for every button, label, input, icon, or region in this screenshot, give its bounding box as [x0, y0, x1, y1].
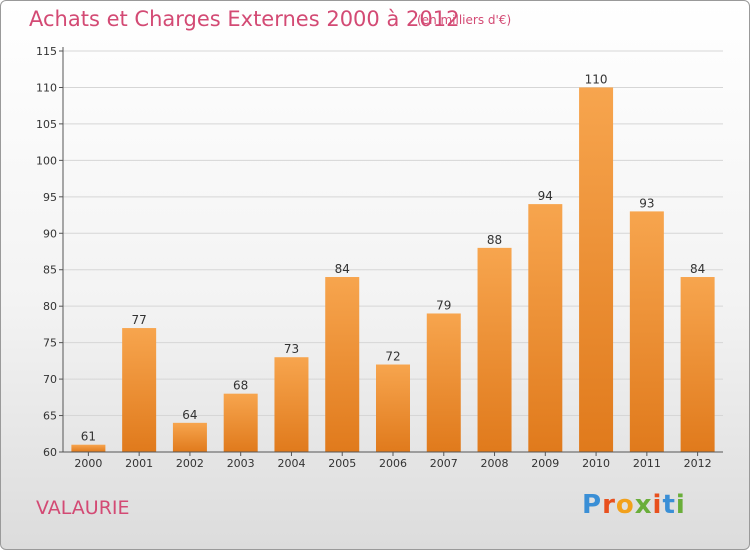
bar	[528, 204, 563, 452]
y-tick-label: 85	[43, 264, 57, 277]
bar	[274, 357, 309, 452]
bar	[579, 87, 614, 453]
bar	[426, 313, 461, 452]
bar-value-label: 68	[233, 379, 248, 393]
logo-letter: r	[602, 490, 616, 520]
bar	[376, 364, 410, 452]
chart-unit: (en milliers d'€)	[417, 13, 512, 27]
y-tick-label: 70	[43, 373, 57, 386]
bar-value-label: 93	[639, 196, 654, 210]
bar	[172, 422, 207, 452]
bar	[629, 211, 664, 452]
y-tick-label: 105	[36, 118, 57, 131]
proxiti-logo[interactable]: Proxiti	[582, 490, 686, 520]
bar	[325, 277, 360, 452]
bar-value-label: 110	[585, 72, 608, 86]
x-tick-label: 2002	[176, 457, 204, 470]
y-tick-label: 100	[36, 154, 57, 167]
logo-letter: t	[662, 490, 676, 520]
x-tick-label: 2009	[531, 457, 559, 470]
bar	[680, 277, 715, 452]
y-tick-label: 115	[36, 45, 57, 58]
logo-letter: i	[652, 490, 663, 520]
logo-letter: P	[582, 490, 603, 520]
x-tick-label: 2007	[430, 457, 458, 470]
y-tick-label: 60	[43, 446, 57, 459]
x-tick-label: 2003	[227, 457, 255, 470]
logo-letter: x	[634, 490, 653, 520]
x-tick-label: 2011	[633, 457, 661, 470]
bar	[122, 328, 157, 452]
x-tick-label: 2006	[379, 457, 407, 470]
bar-value-label: 73	[284, 342, 299, 356]
y-tick-label: 80	[43, 300, 57, 313]
bar-value-label: 88	[487, 233, 502, 247]
x-tick-label: 2010	[582, 457, 610, 470]
bar-value-label: 64	[182, 408, 197, 422]
logo-letter: o	[615, 490, 635, 520]
bar	[71, 444, 106, 452]
bar-value-label: 84	[335, 262, 350, 276]
x-tick-label: 2005	[328, 457, 356, 470]
bar-value-label: 79	[436, 298, 451, 312]
x-tick-label: 2004	[277, 457, 305, 470]
x-tick-label: 2012	[684, 457, 712, 470]
bar-value-label: 94	[538, 189, 553, 203]
x-tick-label: 2001	[125, 457, 153, 470]
bar-value-label: 72	[385, 350, 400, 364]
bar	[223, 393, 258, 452]
y-tick-label: 90	[43, 227, 57, 240]
bar	[477, 247, 512, 452]
logo-letter: i	[675, 490, 686, 520]
x-tick-label: 2000	[74, 457, 102, 470]
y-tick-label: 65	[43, 410, 57, 423]
chart-title: Achats et Charges Externes 2000 à 2012	[29, 7, 460, 31]
y-tick-label: 75	[43, 337, 57, 350]
bar-value-label: 61	[81, 430, 96, 444]
y-tick-label: 95	[43, 191, 57, 204]
y-tick-label: 110	[36, 81, 57, 94]
x-tick-label: 2008	[481, 457, 509, 470]
commune-name: VALAURIE	[36, 497, 130, 519]
bar-value-label: 84	[690, 262, 705, 276]
bar-value-label: 77	[132, 313, 147, 327]
